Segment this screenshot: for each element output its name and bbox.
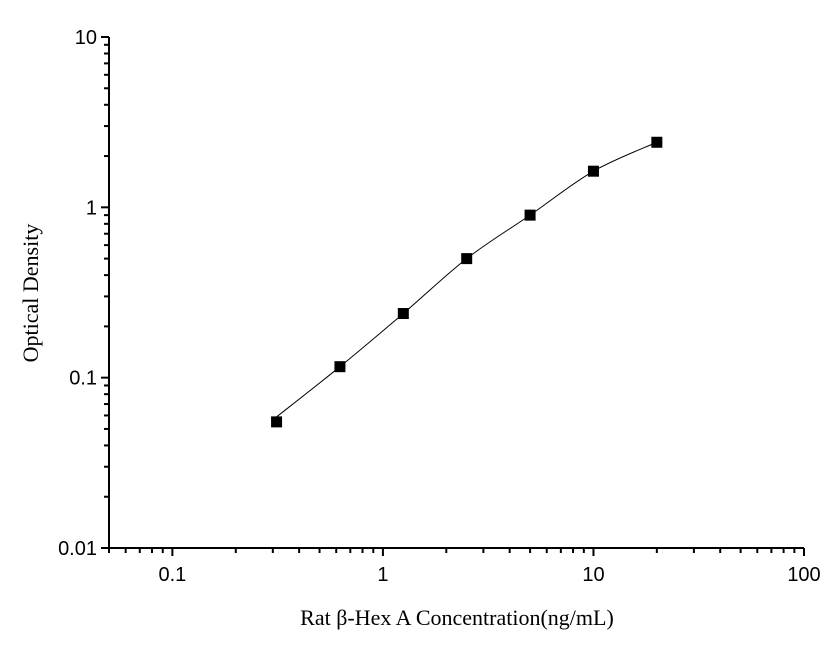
data-point bbox=[587, 165, 599, 177]
y-axis-title: Optical Density bbox=[18, 224, 43, 363]
x-tick-label: 10 bbox=[582, 564, 604, 586]
fit-curve bbox=[276, 141, 658, 418]
y-tick-label: 10 bbox=[75, 27, 97, 49]
data-points bbox=[271, 136, 663, 428]
y-tick-label: 0.01 bbox=[58, 538, 97, 560]
axes: 0.1 1 10 100 0.01 0.1 1 10 bbox=[58, 27, 821, 586]
data-point bbox=[397, 308, 409, 320]
y-tick-label: 1 bbox=[86, 197, 97, 219]
data-point bbox=[461, 253, 473, 265]
x-tick-label: 1 bbox=[377, 564, 388, 586]
data-point bbox=[334, 361, 346, 373]
data-point bbox=[524, 209, 536, 221]
data-point bbox=[651, 136, 663, 148]
y-tick-label: 0.1 bbox=[69, 368, 97, 390]
data-point bbox=[271, 416, 283, 428]
x-tick-label: 0.1 bbox=[158, 564, 186, 586]
x-tick-label: 100 bbox=[787, 564, 820, 586]
x-axis-title: Rat β-Hex A Concentration(ng/mL) bbox=[300, 605, 614, 630]
